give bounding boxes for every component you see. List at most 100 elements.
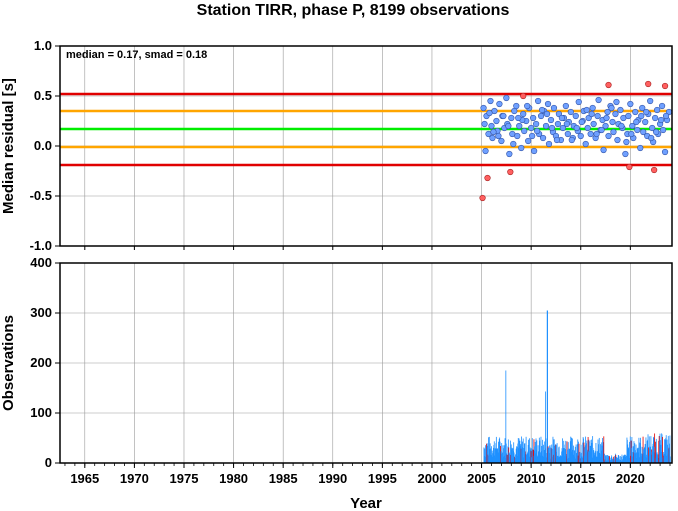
- observation-bar: [499, 437, 501, 463]
- outlier-point: [645, 80, 652, 88]
- residual-point: [538, 106, 546, 114]
- observation-bar: [606, 460, 608, 463]
- observation-bar: [516, 446, 518, 463]
- observation-bar: [631, 456, 633, 463]
- observation-bar: [649, 446, 651, 463]
- observation-bar: [532, 449, 534, 463]
- observation-bar: [575, 458, 577, 463]
- observation-bar: [562, 448, 564, 463]
- observation-bar: [591, 457, 593, 463]
- observation-bar: [531, 457, 532, 463]
- observation-bar: [523, 448, 525, 463]
- observation-bar: [500, 453, 502, 463]
- observation-bar: [558, 447, 560, 463]
- observation-bar: [587, 451, 589, 463]
- observation-bar: [583, 442, 585, 463]
- observation-bar: [657, 457, 659, 463]
- observation-bar: [544, 441, 546, 463]
- residual-point: [521, 127, 528, 135]
- observation-bar: [577, 439, 579, 463]
- observation-bar: [486, 447, 488, 463]
- residual-point: [600, 146, 607, 154]
- residual-point: [554, 120, 562, 128]
- outlier-point: [507, 168, 514, 176]
- x-tick-label: 2000: [418, 471, 447, 486]
- observation-bar: [593, 450, 595, 463]
- observation-bar: [581, 456, 583, 463]
- observation-bar: [505, 370, 507, 463]
- observation-bar: [669, 443, 670, 463]
- observation-bar: [567, 458, 569, 463]
- observation-bar: [580, 444, 582, 463]
- residual-point: [515, 114, 522, 122]
- observation-bar: [581, 452, 582, 463]
- observation-bar: [588, 441, 590, 463]
- observation-bar: [488, 437, 489, 463]
- observation-bar: [667, 444, 669, 463]
- observation-bar: [486, 443, 487, 463]
- observations-y-axis-label: Observations: [0, 315, 17, 411]
- x-tick-label: 1980: [219, 471, 248, 486]
- observation-bar: [521, 443, 523, 463]
- observation-bar: [666, 455, 668, 463]
- y-tick-label: 0: [45, 455, 52, 470]
- observation-bar: [614, 456, 615, 463]
- observation-bar: [572, 449, 574, 463]
- observation-bar: [638, 442, 640, 463]
- observation-bar: [552, 436, 554, 463]
- x-tick-label: 2020: [616, 471, 645, 486]
- observation-bar: [663, 453, 665, 463]
- residual-point: [589, 104, 596, 112]
- observation-bar: [622, 456, 624, 463]
- observation-bar: [602, 442, 604, 463]
- observation-bar: [586, 440, 588, 463]
- observation-bar: [585, 453, 587, 463]
- x-axis-label: Year: [350, 495, 382, 511]
- observation-bar: [548, 453, 550, 463]
- residual-y-ticks: 1.0 0.5 0.0 -0.5 -1.0: [30, 38, 60, 253]
- observation-bar: [534, 450, 536, 463]
- observation-bar: [645, 456, 646, 463]
- observation-bar: [606, 455, 608, 463]
- residual-point: [632, 108, 639, 116]
- observation-bar: [548, 448, 549, 463]
- observation-bar: [557, 458, 558, 463]
- observation-bar: [547, 446, 549, 463]
- observation-bar: [635, 450, 637, 463]
- observation-bar: [650, 454, 652, 463]
- observation-bar: [593, 453, 595, 463]
- observation-bar: [655, 441, 656, 463]
- residual-point: [493, 117, 500, 125]
- observation-bar: [529, 456, 531, 463]
- observation-bar: [559, 456, 561, 463]
- observation-bar: [654, 446, 656, 463]
- observation-bar: [667, 454, 668, 463]
- residual-point: [568, 136, 575, 144]
- observation-bar: [657, 456, 658, 463]
- observation-bar: [536, 440, 538, 463]
- observation-bar: [548, 447, 550, 463]
- observation-bar: [596, 451, 598, 463]
- observation-bar: [630, 440, 632, 463]
- observation-bar: [524, 443, 525, 463]
- observation-bar: [565, 454, 567, 463]
- residual-point: [588, 110, 595, 118]
- observation-bar: [590, 439, 592, 463]
- observation-bar: [536, 449, 537, 463]
- observation-bar: [626, 437, 628, 463]
- observation-bar: [543, 450, 545, 463]
- residual-point: [662, 112, 670, 120]
- observation-bar: [597, 456, 598, 463]
- observation-bar: [497, 448, 498, 463]
- observation-bar: [643, 447, 645, 463]
- observation-bar: [613, 459, 615, 463]
- residual-point: [618, 122, 625, 130]
- x-tick-label: 2010: [517, 471, 546, 486]
- observation-bar: [544, 448, 546, 463]
- outlier-point: [661, 82, 669, 90]
- residual-point: [658, 102, 666, 110]
- observation-bar: [531, 438, 533, 463]
- observation-bar: [577, 455, 579, 463]
- observation-bar: [665, 435, 667, 463]
- observation-bar: [610, 458, 612, 463]
